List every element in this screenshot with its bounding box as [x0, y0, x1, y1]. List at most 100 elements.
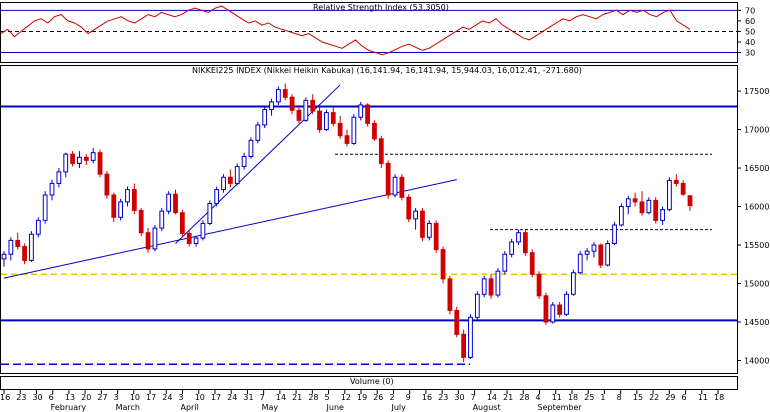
candle-body [70, 153, 75, 164]
candle-body [15, 239, 21, 248]
candle-body [207, 202, 213, 224]
x-tick-label: 28 [308, 393, 318, 402]
rsi-title: Relative Strength Index (53.3050) [313, 3, 449, 12]
candle-body [63, 153, 69, 173]
price-tick-label: 17500 [744, 87, 769, 96]
candle-body [598, 244, 604, 266]
candle-body [481, 278, 487, 295]
candle-body [687, 195, 693, 207]
rsi-tick-label: 40 [745, 38, 755, 47]
candle-body [433, 222, 439, 251]
candle-body [276, 89, 281, 103]
candle-body [646, 199, 652, 214]
x-tick-label: 10 [130, 393, 140, 402]
candle-body [262, 109, 268, 126]
candle-body [461, 333, 467, 358]
candle-body [145, 232, 151, 250]
x-tick-label: 21 [503, 393, 513, 402]
x-tick-label: 19 [357, 393, 367, 402]
candle-body [221, 176, 226, 191]
candle-body [255, 124, 261, 141]
x-tick-label: 14 [487, 393, 497, 402]
candle-body [365, 104, 370, 124]
candle-body [557, 304, 563, 315]
candle-body [159, 210, 165, 229]
candle-body [502, 253, 508, 272]
candle-body [214, 189, 220, 204]
x-tick-label: 9 [406, 393, 411, 402]
candle-body [282, 89, 288, 98]
x-tick-label: 28 [519, 393, 529, 402]
price-tick-label: 16000 [744, 203, 769, 212]
candle-body [289, 96, 295, 111]
candle-body [179, 212, 185, 234]
candle-body [200, 222, 206, 239]
candle-body [406, 196, 412, 220]
candle-body [584, 250, 590, 255]
candle-body [317, 110, 322, 131]
rsi-series [0, 5, 691, 56]
candle-body [632, 198, 638, 203]
candle-body [35, 219, 41, 235]
candle-body [413, 210, 418, 220]
candle-body [97, 152, 103, 175]
price-tick-label: 14500 [744, 318, 769, 327]
candle-body [447, 278, 453, 311]
candle-body [474, 293, 480, 318]
candle-body [104, 173, 110, 196]
candle-body [118, 201, 124, 218]
candle-body [56, 171, 62, 184]
x-tick-label: 23 [16, 393, 26, 402]
candle-body [509, 241, 515, 255]
candle-body [324, 112, 329, 131]
price-tick-label: 17000 [744, 126, 769, 135]
price-title: NIKKEI225 INDEX (Nikkei Heikin Kabuka) (… [192, 66, 582, 75]
candle-body [29, 233, 34, 261]
x-month-label: March [116, 403, 140, 412]
x-tick-label: 30 [454, 393, 464, 402]
candle-body [241, 156, 247, 168]
x-tick-label: 3 [179, 393, 184, 402]
x-tick-label: 20 [81, 393, 91, 402]
x-tick-label: 25 [584, 393, 594, 402]
x-tick-label: 14 [276, 393, 286, 402]
candle-body [591, 244, 597, 252]
x-tick-label: 24 [162, 393, 172, 402]
candle-body [358, 104, 364, 118]
candle-body [351, 116, 357, 144]
x-tick-label: 18 [714, 393, 724, 402]
price-tick-label: 15000 [744, 279, 769, 288]
candle-body [22, 246, 27, 261]
candle-body [495, 270, 501, 296]
candle-body [639, 201, 645, 214]
price-tick-label: 14000 [744, 356, 769, 365]
rsi-tick-label: 30 [745, 49, 755, 58]
candle-body [77, 156, 82, 164]
x-axis: 16 23 30 6 13 20 27 3 10 17 24 3 10 17 24 31 7 14 21 28 5 12 1… [0, 390, 724, 412]
candle-body [234, 166, 240, 184]
candle-body [131, 189, 137, 211]
price-y-ticks: 14000 14500 15000 15500 16000 16500 17000 17500 [737, 87, 769, 365]
x-month-label: April [181, 403, 199, 412]
x-tick-label: 27 [97, 393, 107, 402]
candle-body [83, 156, 89, 161]
candle-body [227, 176, 233, 184]
price-tick-label: 15500 [744, 241, 769, 250]
candle-body [392, 176, 398, 196]
x-month-label: July [390, 403, 406, 412]
x-tick-label: 12 [341, 393, 351, 402]
x-tick-label: 10 [195, 393, 205, 402]
candle-body [310, 99, 316, 112]
x-tick-label: 5 [325, 393, 330, 402]
x-tick-label: 4 [536, 393, 541, 402]
candle-body [564, 293, 569, 315]
x-tick-label: 8 [617, 393, 622, 402]
x-tick-label: 1 [600, 393, 605, 402]
x-tick-label: 18 [568, 393, 578, 402]
candle-body [49, 182, 55, 196]
x-tick-label: 11 [552, 393, 562, 402]
x-tick-label: 22 [649, 393, 659, 402]
x-tick-label: 30 [32, 393, 42, 402]
